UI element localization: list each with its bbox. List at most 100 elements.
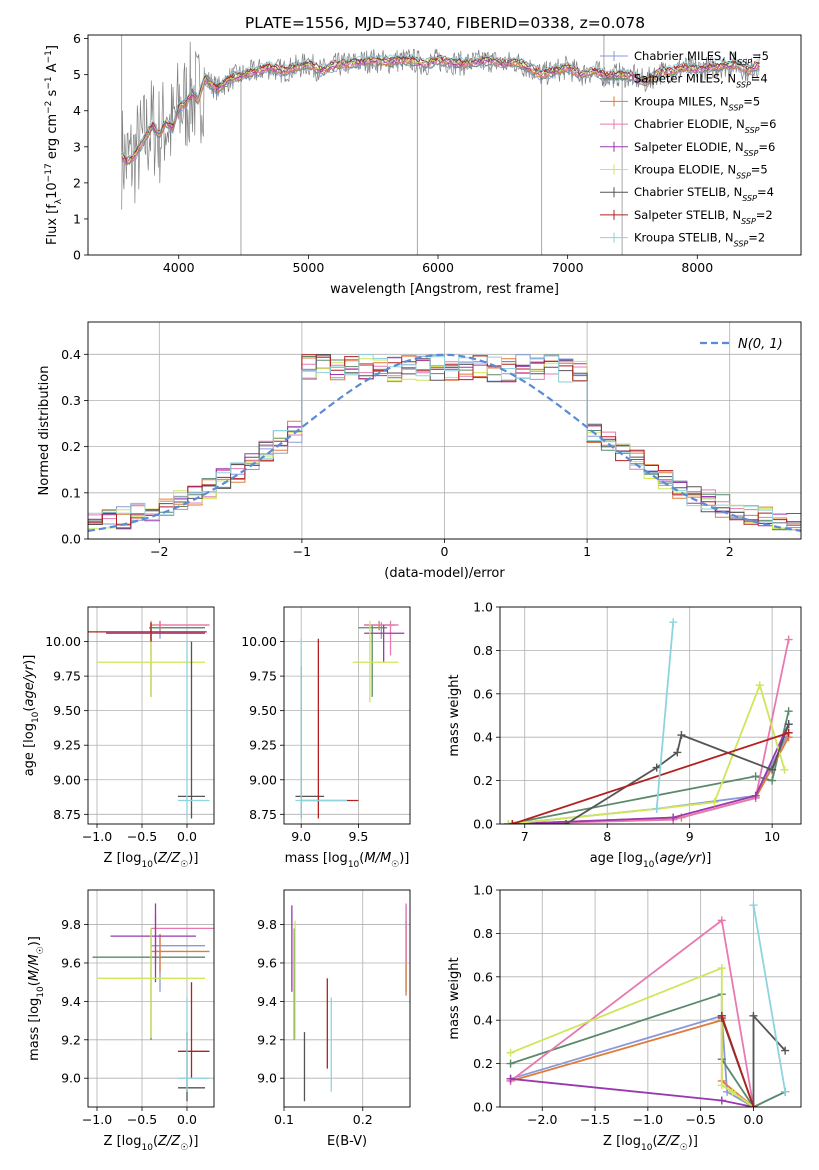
y-tick-label: 5 (73, 67, 81, 82)
axes-z-mass: −1.0 −0.5 0.0 9.0 9.2 9.4 9.6 9.8 Z [log10(Z/Z☉)… (27, 889, 215, 1153)
weight-marker-salpeter-miles (768, 776, 777, 785)
y-axis-label: mass [log10(M/M☉)] (27, 936, 46, 1061)
y-tick-label: 0.4 (473, 730, 493, 745)
y-tick-label: 9.2 (257, 1032, 277, 1047)
weight-marker-chabrier-stelib (673, 748, 682, 757)
x-tick-label: −1 (293, 544, 311, 559)
weight-marker-salpeter-miles (506, 1059, 515, 1068)
weight-marker-kroupa-elodie (717, 1081, 726, 1090)
weight-marker-chabrier-elodie (717, 916, 726, 925)
y-tick-label: 2 (73, 175, 81, 190)
y-tick-label: 1 (73, 211, 81, 226)
weight-marker-kroupa-stelib (669, 618, 678, 627)
model-fit-kroupa-elodie (121, 56, 760, 163)
x-tick-label: 6000 (422, 260, 454, 275)
model-fit-chabrier-stelib (121, 55, 760, 162)
residual-histogram-kroupa-stelib (88, 354, 801, 531)
weight-marker-kroupa-elodie (504, 820, 513, 824)
y-tick-label: 10.00 (241, 634, 277, 649)
legend-label: Kroupa STELIB, NSSP=2 (634, 231, 765, 249)
x-tick-label: 7000 (552, 260, 584, 275)
y-tick-label: 4 (73, 103, 81, 118)
y-tick-label: 9.50 (53, 703, 81, 718)
x-axis-label: E(B-V) (327, 1134, 367, 1149)
y-tick-label: 9.00 (53, 772, 81, 787)
y-tick-label: 9.4 (257, 994, 277, 1009)
axes-frame (499, 889, 802, 1108)
y-tick-label: 9.6 (61, 955, 81, 970)
weight-marker-kroupa-stelib (652, 804, 661, 813)
y-tick-label: 0.0 (473, 817, 493, 832)
axes-residuals: −2 −1 0 1 2 0.0 0.1 0.2 0.3 0.4 (data-model)/error… (37, 321, 802, 581)
weight-marker-salpeter-miles (751, 772, 760, 781)
x-tick-label: −1.0 (82, 1112, 112, 1127)
x-tick-label: 8 (603, 829, 611, 844)
y-tick-label: 9.00 (249, 772, 277, 787)
x-tick-label: 2 (726, 544, 734, 559)
plot-area (88, 353, 801, 532)
weight-marker-kroupa-elodie (506, 1048, 515, 1057)
x-tick-label: 0.0 (744, 1112, 764, 1127)
y-tick-label: 9.0 (257, 1071, 277, 1086)
y-tick-label: 1.0 (473, 600, 493, 615)
x-tick-label: −0.5 (127, 1112, 157, 1127)
x-tick-label: −2 (150, 544, 168, 559)
model-fit-kroupa-stelib (121, 53, 760, 159)
legend-label: Salpeter STELIB, NSSP=2 (634, 208, 773, 226)
y-tick-label: 1.0 (473, 883, 493, 898)
x-axis-label: wavelength [Angstrom, rest frame] (330, 282, 559, 297)
x-tick-label: 9 (686, 829, 694, 844)
plot-area (506, 901, 790, 1107)
x-axis-label: age [log10(age/yr)] (590, 851, 712, 870)
x-tick-label: 0.1 (274, 1112, 294, 1127)
weight-marker-chabrier-stelib (781, 1046, 790, 1055)
y-tick-label: 0.8 (473, 643, 493, 658)
weight-line-kroupa-elodie (508, 682, 786, 824)
y-tick-label: 0.2 (473, 1056, 493, 1071)
x-tick-label: 0 (441, 544, 449, 559)
x-axis-label: (data-model)/error (384, 566, 505, 581)
axes-frame (87, 889, 215, 1108)
weight-line-salpeter-stelib (512, 732, 789, 824)
y-axis-label: mass weight (447, 674, 462, 756)
axes-frame (283, 606, 411, 825)
legend-label: Kroupa MILES, NSSP=5 (634, 94, 760, 112)
axes-frame (87, 34, 802, 256)
legend-label: Chabrier MILES, NSSP=5 (634, 49, 769, 67)
weight-marker-salpeter-elodie (717, 1096, 726, 1105)
axes-frame (283, 889, 411, 1108)
y-tick-label: 8.75 (249, 807, 277, 822)
legend-label: Salpeter MILES, NSSP=4 (634, 72, 768, 90)
x-tick-label: 1 (583, 544, 591, 559)
y-tick-label: 0.2 (473, 773, 493, 788)
x-tick-label: 0.0 (177, 829, 197, 844)
weight-line-chabrier-elodie (508, 639, 790, 824)
y-tick-label: 9.4 (61, 994, 81, 1009)
x-tick-label: 8000 (681, 260, 713, 275)
x-tick-label: 0.2 (353, 1112, 373, 1127)
legend-label: Kroupa ELODIE, NSSP=5 (634, 163, 768, 181)
y-axis-label: Normed distribution (37, 366, 52, 496)
normal-curve (88, 353, 801, 532)
weight-line-kroupa-stelib (752, 905, 787, 1092)
weight-marker-kroupa-elodie (780, 765, 789, 774)
x-tick-label: 5000 (292, 260, 324, 275)
weight-marker-salpeter-elodie (669, 813, 678, 822)
x-tick-label: 7 (521, 829, 529, 844)
weight-marker-kroupa-elodie (717, 964, 726, 973)
x-tick-label: −2.0 (527, 1112, 557, 1127)
plot-area (121, 35, 760, 255)
plot-area (92, 903, 214, 1102)
x-tick-label: 0.0 (177, 1112, 197, 1127)
axes-mass-age: 9.0 9.5 8.75 9.00 9.25 9.50 9.75 10.00 mass [log… (241, 606, 411, 870)
y-tick-label: 9.0 (61, 1071, 81, 1086)
x-axis-label: Z [log10(Z/Z☉)] (104, 851, 199, 870)
y-tick-label: 9.6 (257, 955, 277, 970)
plot-area (295, 620, 405, 819)
axes-spectrum: 4000 5000 6000 7000 8000 0 1 2 3 4 5 6 wavelength [A… (44, 31, 802, 297)
y-tick-label: 0.4 (61, 347, 81, 362)
legend-label: Chabrier STELIB, NSSP=4 (634, 185, 774, 203)
weight-line-salpeter-stelib (720, 1015, 755, 1107)
y-tick-label: 0 (73, 248, 81, 263)
